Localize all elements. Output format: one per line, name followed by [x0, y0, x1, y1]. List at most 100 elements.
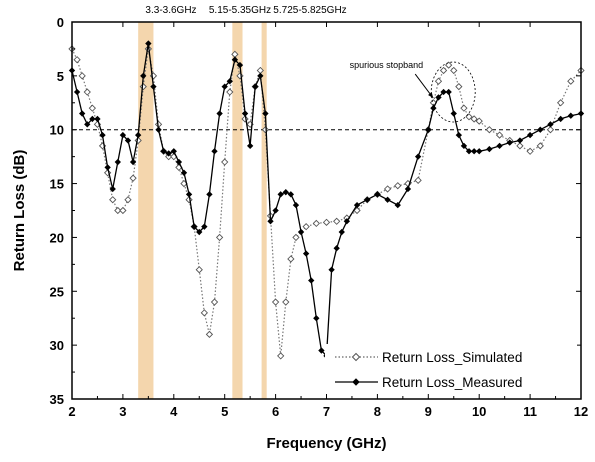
simulated-point: [261, 126, 270, 134]
band-label-2: 5.725-5.825GHz: [273, 5, 346, 16]
y-axis-ticks: 0 5 10 15 20 25 30 35: [50, 15, 581, 407]
measured-point: [272, 207, 279, 214]
measured-point: [190, 223, 198, 230]
measured-point: [516, 137, 524, 144]
x-tick-label-3: 3: [119, 404, 126, 419]
simulated-point: [73, 56, 81, 64]
highlight-bands: [138, 22, 267, 399]
simulated-point: [119, 206, 127, 215]
simulated-point: [450, 66, 458, 75]
measured-point: [89, 115, 96, 123]
annotation-arrowhead: [428, 92, 434, 99]
simulated-point: [277, 352, 285, 360]
simulated-point: [78, 72, 86, 80]
measured-point: [430, 105, 437, 112]
measured-point: [384, 196, 391, 203]
measured-point: [292, 201, 300, 209]
measured-point: [262, 110, 269, 117]
simulated-point: [109, 196, 117, 204]
simulated-point: [475, 117, 483, 125]
simulated-point: [434, 77, 443, 85]
x-tick-label-5: 5: [221, 404, 228, 419]
simulated-point: [546, 126, 555, 134]
annotation-text: spurious stopband: [350, 60, 424, 70]
measured-point: [201, 223, 208, 230]
measured-point: [99, 131, 106, 139]
measured-point: [537, 126, 544, 133]
simulated-point: [322, 218, 331, 226]
legend-box: [325, 344, 577, 394]
y-tick-label-15: 15: [50, 177, 64, 192]
measured-point: [287, 191, 295, 198]
simulated-point: [333, 217, 341, 225]
y-tick-label-5: 5: [57, 69, 64, 84]
measured-point: [440, 88, 447, 96]
legend-simulated-marker: [351, 352, 361, 362]
measured-point: [425, 126, 432, 133]
measured-point: [465, 148, 473, 155]
band-labels: 3.3-3.6GHz 5.15-5.35GHz 5.725-5.825GHz: [145, 5, 346, 16]
measured-point: [547, 121, 554, 128]
x-tick-label-12: 12: [574, 404, 588, 419]
simulated-point: [185, 196, 193, 204]
legend-measured-label: Return Loss_Measured: [382, 375, 522, 390]
measured-point: [486, 145, 493, 153]
simulated-point: [287, 255, 295, 263]
band-1: [232, 22, 243, 399]
simulated-point: [414, 176, 422, 184]
measured-point: [506, 139, 513, 146]
measured-point: [109, 185, 116, 193]
measured-point: [140, 72, 147, 80]
simulated-point: [210, 298, 219, 306]
measured-point: [496, 142, 503, 150]
simulated-point: [312, 219, 320, 228]
legend: Return Loss_Simulated Return Loss_Measur…: [325, 344, 577, 394]
measured-point: [185, 191, 193, 198]
measured-point: [526, 131, 534, 139]
y-tick-label-20: 20: [50, 230, 64, 245]
measured-point: [252, 83, 259, 90]
simulated-line: [71, 48, 582, 356]
measured-point: [246, 142, 254, 150]
y-tick-label-30: 30: [50, 338, 64, 353]
simulated-point: [124, 196, 132, 204]
measured-point: [557, 115, 564, 123]
measured-point: [104, 164, 111, 171]
x-tick-label-11: 11: [523, 404, 537, 419]
simulated-point: [282, 298, 290, 306]
simulated-point: [470, 115, 478, 123]
simulated-point: [353, 206, 361, 215]
simulated-point: [165, 153, 173, 161]
measured-point: [313, 315, 320, 322]
x-tick-label-10: 10: [472, 404, 486, 419]
measured-point: [145, 40, 152, 47]
measured-point: [124, 137, 132, 144]
simulated-point: [134, 136, 142, 145]
measured-point: [414, 153, 422, 160]
band-label-1: 5.15-5.35GHz: [209, 5, 271, 16]
measured-point: [231, 56, 239, 63]
x-tick-label-4: 4: [170, 404, 178, 419]
measured-point: [267, 218, 274, 225]
simulated-point: [139, 82, 147, 91]
simulated-point: [516, 142, 524, 150]
y-tick-label-25: 25: [50, 284, 64, 299]
simulated-point: [200, 309, 208, 317]
measured-point: [94, 115, 101, 123]
band-0: [138, 22, 154, 399]
simulated-point: [567, 77, 575, 85]
measured-point: [180, 169, 188, 176]
measured-point: [170, 148, 177, 155]
measured-point: [119, 131, 127, 139]
x-axis-label: Frequency (GHz): [266, 435, 386, 452]
simulated-point: [557, 99, 565, 107]
simulated-point: [88, 104, 96, 112]
measured-point: [302, 250, 310, 257]
measured-point: [150, 83, 157, 90]
measured-point: [343, 218, 351, 225]
measured-point: [221, 83, 228, 90]
simulated-point: [302, 223, 310, 231]
measured-point: [84, 121, 91, 128]
measured-point: [216, 110, 223, 117]
